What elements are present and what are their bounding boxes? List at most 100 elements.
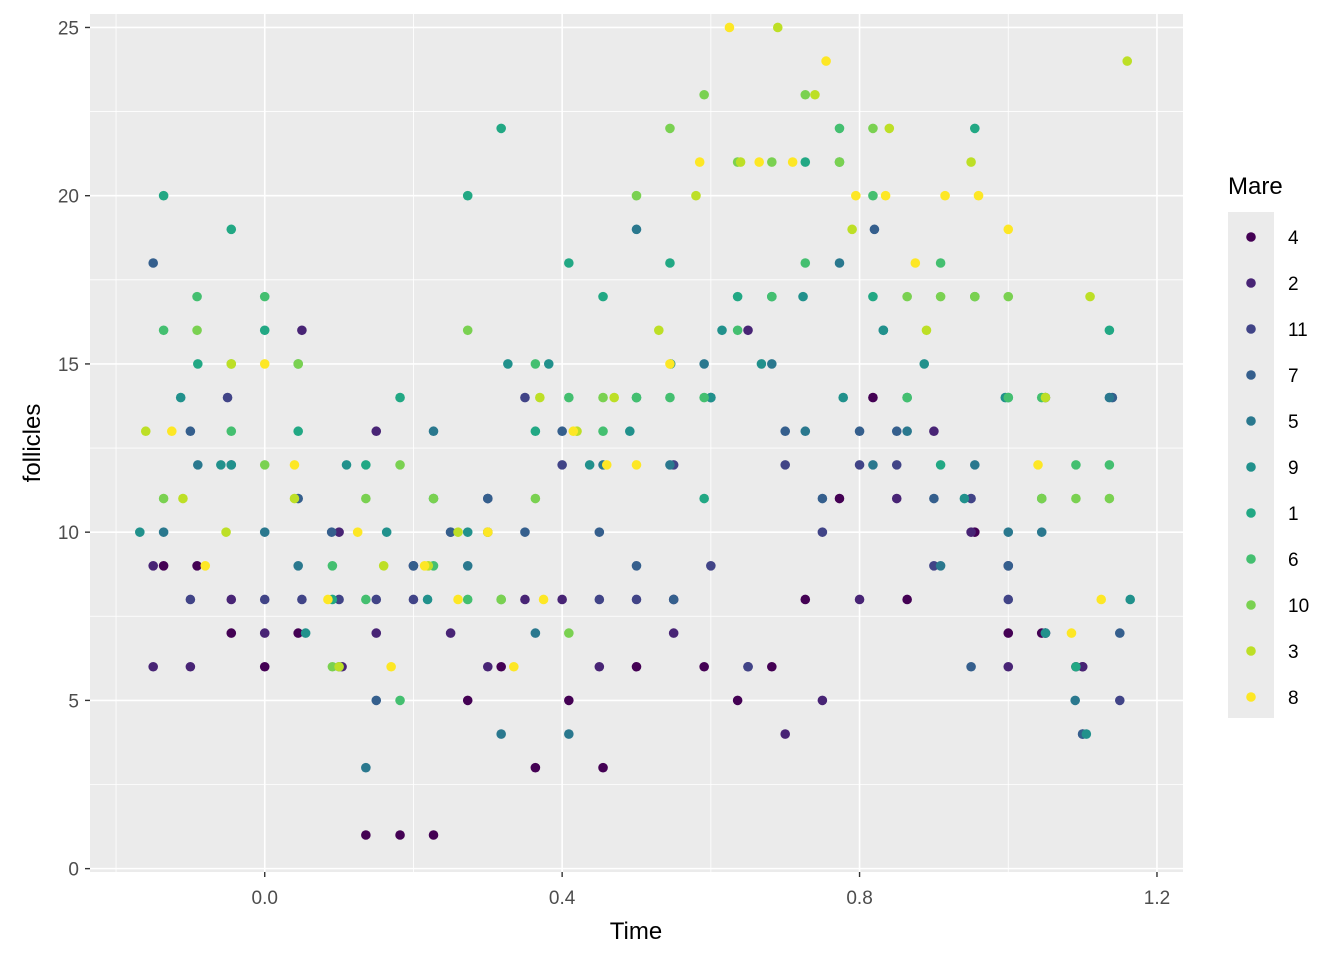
point-mare-5 bbox=[564, 729, 574, 739]
point-mare-10 bbox=[395, 460, 405, 470]
point-mare-4 bbox=[226, 628, 237, 638]
point-mare-10 bbox=[631, 190, 642, 201]
point-mare-2 bbox=[966, 527, 976, 537]
point-mare-11 bbox=[966, 493, 976, 504]
y-tick-label: 10 bbox=[58, 523, 79, 544]
legend-label-3: 3 bbox=[1288, 642, 1299, 663]
point-mare-6 bbox=[935, 258, 946, 268]
point-mare-10 bbox=[868, 123, 878, 134]
legend-label-10: 10 bbox=[1288, 596, 1309, 617]
x-tick-label: 1.2 bbox=[1144, 888, 1170, 909]
point-mare-2 bbox=[1077, 661, 1088, 672]
point-mare-1 bbox=[564, 258, 574, 268]
minor-gridlines bbox=[90, 14, 1183, 872]
point-mare-4 bbox=[800, 594, 811, 605]
point-mare-10 bbox=[1003, 291, 1014, 302]
point-mare-11 bbox=[297, 594, 307, 605]
point-mare-4 bbox=[1003, 628, 1014, 638]
legend-label-6: 6 bbox=[1288, 550, 1299, 571]
point-mare-3 bbox=[453, 527, 463, 537]
point-mare-11 bbox=[891, 460, 902, 470]
point-mare-6 bbox=[1104, 460, 1115, 470]
point-mare-9 bbox=[1081, 729, 1092, 739]
legend-key-9 bbox=[1246, 462, 1256, 472]
point-mare-8 bbox=[851, 190, 861, 201]
point-mare-7 bbox=[891, 426, 902, 437]
point-mare-5 bbox=[665, 460, 675, 470]
y-tick-label: 25 bbox=[58, 18, 79, 39]
point-mare-7 bbox=[966, 661, 976, 672]
point-mare-11 bbox=[259, 594, 270, 605]
point-mare-8 bbox=[200, 561, 211, 571]
point-mare-3 bbox=[378, 561, 389, 571]
point-mare-11 bbox=[185, 594, 196, 605]
point-mare-10 bbox=[1071, 493, 1081, 504]
legend-label-7: 7 bbox=[1288, 366, 1299, 387]
y-tick-label: 20 bbox=[58, 187, 79, 208]
point-mare-10 bbox=[935, 291, 946, 302]
legend-key-10 bbox=[1246, 600, 1256, 610]
point-mare-4 bbox=[699, 661, 709, 672]
point-mare-9 bbox=[543, 359, 554, 369]
point-mare-8 bbox=[754, 157, 764, 167]
point-mare-8 bbox=[631, 460, 642, 470]
point-mare-11 bbox=[334, 594, 344, 605]
point-mare-8 bbox=[880, 190, 891, 201]
legend-title: Mare bbox=[1228, 173, 1283, 200]
point-mare-3 bbox=[334, 661, 344, 672]
point-mare-3 bbox=[289, 493, 300, 504]
point-mare-7 bbox=[1003, 561, 1014, 571]
point-mare-8 bbox=[482, 527, 493, 537]
point-mare-7 bbox=[631, 561, 642, 571]
point-mare-1 bbox=[395, 392, 405, 403]
point-mare-8 bbox=[289, 460, 300, 470]
point-mare-3 bbox=[810, 89, 820, 100]
point-mare-6 bbox=[699, 392, 709, 403]
x-tick-label: 0.0 bbox=[252, 888, 278, 909]
point-mare-4 bbox=[564, 695, 574, 706]
point-mare-9 bbox=[135, 527, 145, 537]
point-mare-6 bbox=[158, 325, 169, 336]
point-mare-2 bbox=[817, 695, 828, 706]
point-mare-10 bbox=[598, 392, 608, 403]
legend-label-8: 8 bbox=[1288, 688, 1299, 709]
point-mare-9 bbox=[878, 325, 889, 336]
point-mare-5 bbox=[935, 561, 946, 571]
point-mare-4 bbox=[902, 594, 912, 605]
point-mare-2 bbox=[668, 628, 679, 638]
point-mare-1 bbox=[800, 157, 811, 167]
point-mare-6 bbox=[192, 291, 202, 302]
panel-background bbox=[90, 14, 1183, 872]
legend-key-11 bbox=[1246, 324, 1256, 334]
point-mare-2 bbox=[185, 661, 196, 672]
point-mare-1 bbox=[293, 426, 303, 437]
point-mare-2 bbox=[482, 661, 493, 672]
point-mare-4 bbox=[361, 830, 371, 840]
legend-label-1: 1 bbox=[1288, 504, 1299, 525]
point-mare-9 bbox=[919, 359, 930, 369]
point-mare-1 bbox=[935, 460, 946, 470]
point-mare-5 bbox=[1070, 695, 1080, 706]
x-axis-title: Time bbox=[610, 918, 662, 945]
legend-key-7 bbox=[1246, 370, 1256, 380]
point-mare-5 bbox=[462, 561, 473, 571]
point-mare-1 bbox=[226, 224, 237, 235]
point-mare-2 bbox=[297, 325, 307, 336]
point-mare-5 bbox=[428, 426, 439, 437]
point-mare-1 bbox=[361, 460, 371, 470]
point-mare-3 bbox=[847, 224, 857, 235]
point-mare-9 bbox=[216, 460, 226, 470]
point-mare-10 bbox=[767, 157, 777, 167]
point-mare-2 bbox=[371, 628, 382, 638]
point-mare-4 bbox=[192, 561, 202, 571]
point-mare-9 bbox=[838, 392, 849, 403]
point-mare-11 bbox=[743, 661, 753, 672]
x-axis: 0.0 0.4 0.8 1.2 bbox=[252, 872, 1170, 909]
point-mare-10 bbox=[530, 493, 541, 504]
point-mare-9 bbox=[462, 527, 473, 537]
legend-label-5: 5 bbox=[1288, 412, 1299, 433]
legend-key-2 bbox=[1246, 278, 1256, 288]
y-axis: 0 5 10 15 20 25 bbox=[58, 18, 90, 881]
point-mare-11 bbox=[594, 594, 605, 605]
point-mare-6 bbox=[226, 426, 237, 437]
